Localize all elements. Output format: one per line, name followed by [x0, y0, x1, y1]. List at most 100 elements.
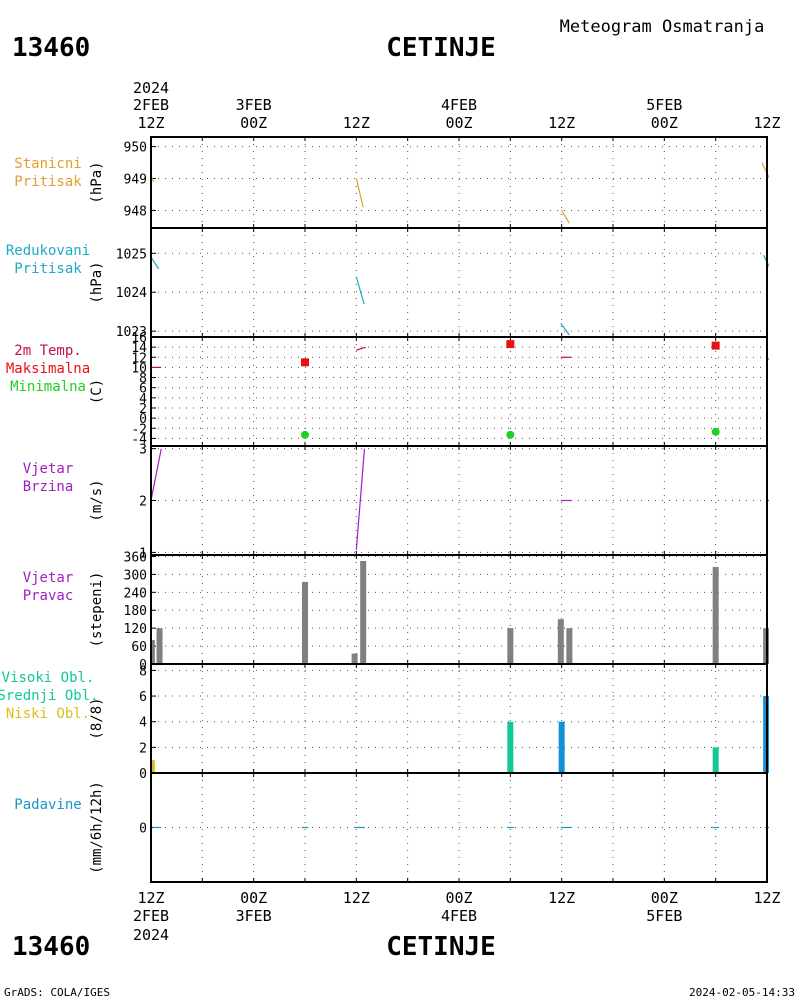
data-segment [355, 178, 364, 208]
bottom-day-label: 5FEB [646, 907, 682, 925]
station-id-top: 13460 [12, 33, 90, 63]
panel-station-pressure: 948 949 950 (hPa) Stanicni Pritisak [14, 136, 769, 229]
unit-label: (m/s) [89, 479, 105, 521]
top-hour-label: 00Z [445, 114, 472, 132]
panel-label: Maksimalna [6, 361, 90, 377]
wind-direction-bar [566, 628, 573, 664]
panel-frame [150, 772, 768, 883]
bottom-hour-label: 00Z [651, 889, 678, 907]
minimum-marker [301, 430, 309, 439]
bottom-hour-label: 12Z [548, 889, 575, 907]
panel-label: Visoki Obl. [2, 670, 95, 686]
middle-cloud-bar [558, 721, 565, 773]
unit-label: (stepeni) [89, 572, 105, 648]
top-year: 2024 [133, 79, 169, 97]
top-day-label: 4FEB [441, 96, 477, 114]
unit-label: (8/8) [89, 697, 105, 739]
top-hour-label: 00Z [651, 114, 678, 132]
top-hour-label: 12Z [137, 114, 164, 132]
plot-area [151, 340, 769, 439]
panel-frame [150, 227, 768, 338]
y-tick-label: 1023 [116, 325, 147, 340]
panel-label: Srednji Obl. [0, 688, 99, 704]
panel-label: Pravac [23, 588, 74, 604]
panel-label: Stanicni [14, 156, 81, 172]
top-hour-label: 00Z [240, 114, 267, 132]
footer-timestamp: 2024-02-05-14:33 [689, 986, 795, 999]
y-tick-label: 1024 [116, 286, 147, 301]
y-tick-label: 0 [139, 822, 147, 837]
unit-label: (mm/6h/12h) [89, 781, 105, 874]
panel-label: Pritisak [14, 261, 82, 277]
top-day-label: 2FEB [133, 96, 169, 114]
bottom-day-label: 2FEB [133, 907, 169, 925]
wind-direction-bar [712, 566, 719, 664]
wind-direction-bar [360, 560, 367, 664]
station-name-bottom: CETINJE [386, 932, 496, 962]
panel-label: Vjetar [23, 461, 74, 477]
bottom-hour-label: 00Z [240, 889, 267, 907]
y-tick-label: 360 [124, 550, 147, 565]
y-tick-label: 180 [124, 604, 147, 619]
panel-frame [150, 554, 768, 665]
plot-area [151, 696, 775, 773]
unit-label: (C) [89, 379, 105, 404]
y-tick-label: 120 [124, 622, 147, 637]
wind-direction-bar [557, 619, 564, 664]
data-segment [761, 162, 769, 179]
y-tick-label: 12 [131, 351, 147, 366]
station-name-top: CETINJE [386, 33, 496, 63]
y-tick-label: 950 [124, 141, 147, 156]
y-tick-label: 949 [124, 173, 147, 188]
plot-area [151, 254, 769, 336]
unit-label: (hPa) [89, 161, 105, 203]
y-tick-label: 16 [131, 331, 147, 346]
bottom-year: 2024 [133, 926, 169, 944]
panel-label: Niski Obl. [6, 706, 90, 722]
high-cloud-bar [712, 747, 719, 773]
data-segment [561, 210, 570, 224]
panel-wind-direction: 0 60 120 180 240 300 360 (stepeni) Vjetar Pravac [23, 550, 777, 673]
y-tick-label: 1025 [116, 247, 147, 262]
panels: 948949950(hPa)StanicniPritisak1023102410… [0, 136, 777, 883]
wind-direction-bar [151, 640, 155, 664]
y-tick-label: 2 [139, 741, 147, 756]
panel-precipitation: 0 (mm/6h/12h) Padavine [14, 772, 769, 883]
bottom-hour-label: 12Z [753, 889, 780, 907]
minimum-marker [711, 427, 720, 436]
y-tick-label: 3 [139, 443, 147, 458]
data-segment [356, 346, 366, 351]
y-tick-label: 948 [124, 204, 147, 219]
y-tick-label: 4 [139, 392, 147, 407]
data-segment [355, 276, 365, 305]
bottom-hour-label: 12Z [137, 889, 164, 907]
y-tick-label: 6 [139, 382, 147, 397]
data-segment [355, 448, 366, 550]
data-segment [560, 323, 570, 336]
minimum-marker [506, 430, 515, 439]
y-tick-label: 0 [139, 412, 147, 427]
low-cloud-bar [151, 760, 155, 773]
wind-direction-bar [156, 628, 163, 664]
panel-cloud-cover: 0 2 4 6 8 (8/8) Visoki Obl. Srednji Obl. Niski O… [0, 663, 775, 782]
y-tick-label: -2 [131, 422, 147, 437]
wind-direction-bar [351, 653, 358, 664]
y-tick-label: 1 [139, 546, 147, 561]
panel-label: Minimalna [10, 379, 86, 395]
y-tick-label: 2 [139, 402, 147, 417]
panel-wind-speed: 1 2 3 (m/s) Vjetar Brzina [23, 443, 769, 561]
top-day-label: 5FEB [646, 96, 682, 114]
bottom-hour-label: 00Z [445, 889, 472, 907]
y-tick-label: 14 [131, 341, 147, 356]
y-tick-label: 4 [139, 716, 147, 731]
y-tick-label: 0 [139, 767, 147, 782]
data-segment [151, 256, 160, 270]
y-tick-label: 8 [139, 664, 147, 679]
panel-frame [150, 336, 768, 447]
middle-cloud-bar [769, 696, 775, 773]
wind-direction-bar [771, 619, 777, 664]
